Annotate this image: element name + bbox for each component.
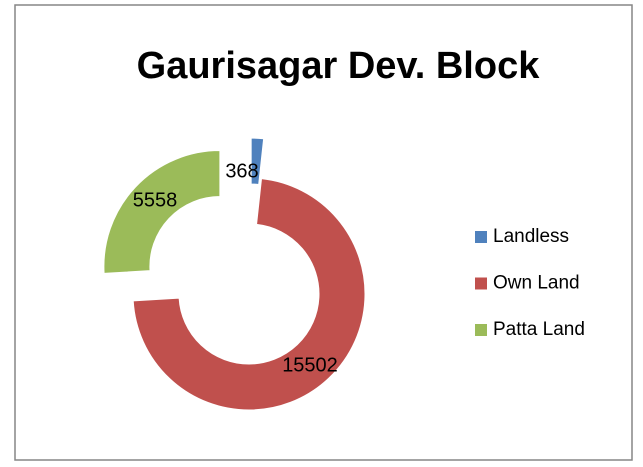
data-label: 15502 xyxy=(282,354,338,376)
chart-title: Gaurisagar Dev. Block xyxy=(137,45,541,87)
legend-swatch xyxy=(475,231,487,243)
legend-label: Own Land xyxy=(493,273,580,294)
slice xyxy=(103,150,221,274)
slice xyxy=(250,137,265,186)
slice xyxy=(132,178,366,411)
legend-label: Patta Land xyxy=(493,319,585,340)
legend-swatch xyxy=(475,324,487,336)
legend-label: Landless xyxy=(493,226,569,247)
data-label: 5558 xyxy=(133,189,178,211)
legend-swatch xyxy=(475,277,487,290)
data-label: 368 xyxy=(225,160,258,182)
